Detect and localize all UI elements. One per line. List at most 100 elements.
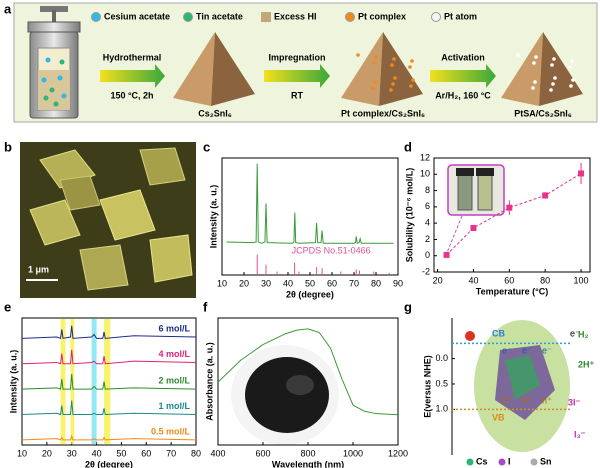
crystal-dot (550, 63, 554, 67)
scheme-background (13, 2, 598, 123)
legend-swatch (466, 458, 474, 466)
precursor-dot (49, 87, 55, 93)
y-axis-label: E(versus NHE) (422, 355, 432, 418)
legend-label: Tin acetate (196, 11, 243, 21)
x-axis-label: Temperature (°C) (476, 286, 548, 296)
x-axis-label: Wavelength (nm) (272, 459, 344, 468)
precursor-dot (59, 59, 65, 65)
legend-swatch (91, 12, 101, 22)
crystal-face (211, 32, 255, 106)
series-line (217, 328, 399, 416)
data-point (506, 204, 513, 211)
precursor-dot (41, 77, 47, 83)
precursor-dot (45, 57, 51, 63)
series-line (226, 163, 394, 244)
crystal-face (173, 32, 215, 106)
x-tick-label: 50 (116, 448, 126, 458)
panel-label: e (4, 299, 11, 314)
x-tick-label: 40 (92, 448, 102, 458)
crystal-dot (389, 88, 393, 92)
panel-label: g (404, 299, 412, 314)
x-tick-label: 60 (327, 278, 337, 288)
precursor-dot (53, 101, 59, 107)
x-tick-label: 10 (17, 448, 27, 458)
legend-label: Cesium acetate (104, 11, 170, 21)
crystal-dot (374, 55, 378, 59)
crystal-dot (552, 57, 556, 61)
crystal-dot (570, 59, 574, 63)
legend-label: I (508, 456, 511, 466)
product-label: PtSA/Cs₂SnI₆ (514, 108, 572, 118)
panel-label: b (4, 139, 12, 154)
trend-line (446, 173, 582, 256)
x-tick-label: 50 (305, 278, 315, 288)
plot-frame (21, 317, 197, 446)
panel-label: a (4, 1, 12, 16)
crystal-dot (393, 76, 397, 80)
x-tick-label: 30 (261, 278, 271, 288)
carrier-label: h⁺ (542, 396, 552, 406)
crystal-dot (408, 65, 412, 69)
precursor-dot (61, 93, 67, 99)
x-tick-label: 10 (217, 278, 227, 288)
legend-label: Cs (476, 456, 488, 466)
x-tick-label: 20 (239, 278, 249, 288)
y-tick-label: -2 (422, 266, 430, 276)
data-point (470, 225, 477, 232)
precursor-dot (57, 75, 63, 81)
redox-label: 3I⁻ (568, 398, 581, 408)
crystal-dot (569, 84, 573, 88)
y-axis-label: Intensity (a. u.) (8, 350, 18, 414)
crystal-dot (391, 82, 395, 86)
product-label: Pt complex/Cs₂SnI₆ (341, 108, 425, 118)
x-axis-label: 2θ (degree) (85, 459, 133, 468)
crystal-dot (553, 76, 557, 80)
process-arrow (264, 64, 330, 88)
series-line (21, 373, 197, 390)
panel-label: f (203, 299, 208, 314)
legend-label: Excess HI (274, 11, 317, 21)
vial-photo (445, 164, 505, 256)
legend-swatch (345, 12, 355, 22)
data-point (542, 192, 549, 199)
series-label: 6 mol/L (158, 323, 190, 333)
crystal-dot (571, 78, 575, 82)
x-tick-label: 40 (283, 278, 293, 288)
y-tick-label: 2 (425, 234, 430, 244)
step-name: Impregnation (268, 52, 325, 62)
crystal-dot (568, 65, 572, 69)
plot-frame (221, 157, 399, 276)
series-label: 4 mol/L (158, 349, 190, 359)
crystal-dot (356, 53, 360, 57)
band-label: CB (492, 329, 505, 339)
x-tick-label: 90 (393, 278, 403, 288)
process-arrow (430, 64, 496, 88)
crystal-dot (551, 82, 555, 86)
y-axis-label: Absorbance (a. u.) (204, 342, 214, 421)
band-label: VB (492, 413, 505, 423)
panel-label: d (404, 139, 412, 154)
legend-swatch (261, 12, 271, 22)
crystal-dot (409, 84, 413, 88)
series-label: 0.5 mol/L (151, 426, 191, 436)
crystal-dot (372, 61, 376, 65)
data-point (443, 251, 450, 258)
y-tick-label: 12 (420, 152, 430, 162)
product-label: Cs₂SnI₆ (198, 108, 232, 118)
crystal-dot (410, 59, 414, 63)
x-tick-label: 80 (191, 448, 201, 458)
particle-photo (231, 345, 339, 445)
legend-swatch (431, 12, 441, 22)
y-axis-label: Intensity (a. u.) (208, 185, 218, 249)
step-name: Hydrothermal (103, 52, 162, 62)
sem-image: 1 μm (20, 142, 196, 298)
series-line (21, 434, 197, 441)
scale-bar-label: 1 μm (28, 264, 49, 274)
crystal-dot (531, 86, 535, 90)
redox-label: 2H⁺ (578, 360, 595, 370)
highlight-band (60, 319, 66, 444)
crystal-dot (534, 55, 538, 59)
series-line (21, 400, 197, 416)
carrier-label: e⁻ (522, 346, 532, 356)
y-tick-label: 0 (425, 250, 430, 260)
